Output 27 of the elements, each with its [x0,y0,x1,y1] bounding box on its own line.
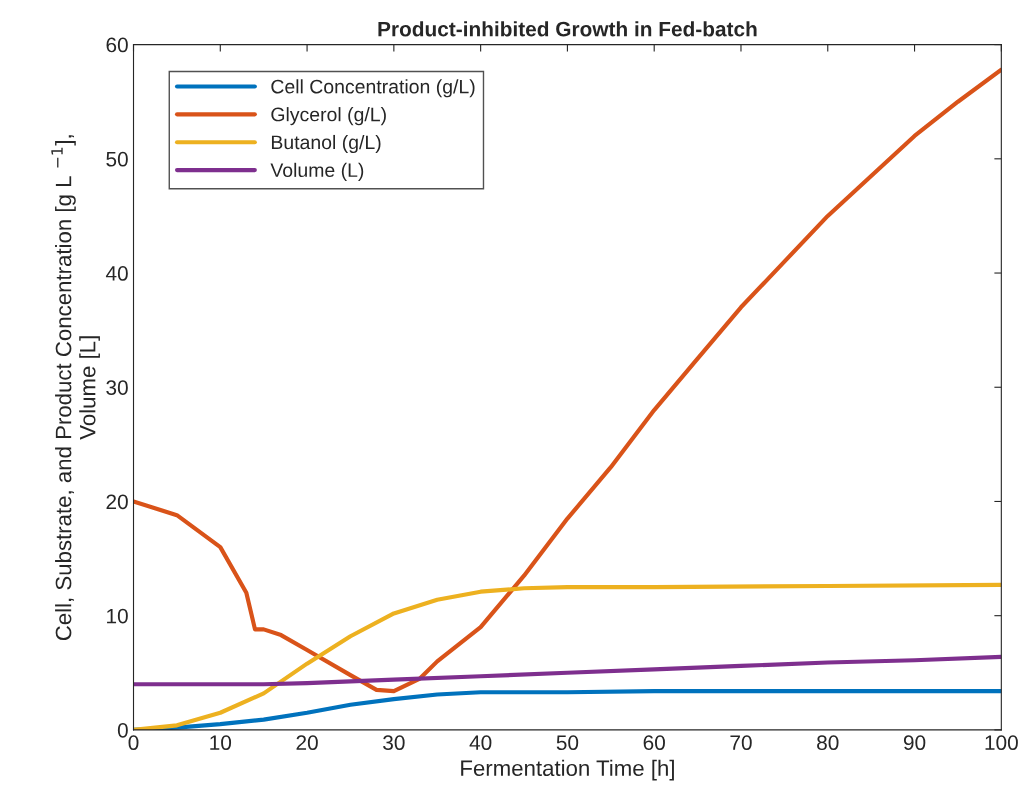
y-tick-label: 30 [106,380,128,396]
x-tick-label: 80 [817,735,839,751]
y-tick-label: 0 [117,722,128,738]
line-series [133,654,1002,687]
line-series [133,67,1002,694]
x-tick-label: 100 [985,735,1018,751]
y-tick-label: 40 [105,266,128,281]
x-tick-label: 70 [730,735,752,751]
x-tick-label: 50 [556,735,579,751]
x-tick-label: 10 [210,735,232,751]
x-tick-label: 90 [903,735,926,751]
x-tick-label: 30 [383,735,405,751]
y-tick-label: 60 [106,37,128,53]
x-tick-label: 0 [128,735,139,751]
legend-label: Volume (L) [270,162,364,181]
text: Cell, Substrate, and Product Concentration [g L $^{−1}$], Volume [L] [51,135,100,641]
legend-label: Glycerol (g/L) [271,107,386,126]
legend-label: Cell Concentration (g/L) [271,79,475,98]
x-tick-label: 60 [643,735,665,751]
x-axis-title: Fermentation Time [h] [461,759,674,781]
x-tick-label: 20 [296,735,318,751]
legend-label: Butanol (g/L) [271,134,381,154]
y-tick-label: 10 [107,608,128,624]
y-tick-label: 20 [106,494,128,510]
x-tick-label: 40 [469,735,492,751]
chart-title: Product-inhibited Growth in Fed-batch [378,21,757,37]
y-tick-label: 50 [106,151,128,167]
